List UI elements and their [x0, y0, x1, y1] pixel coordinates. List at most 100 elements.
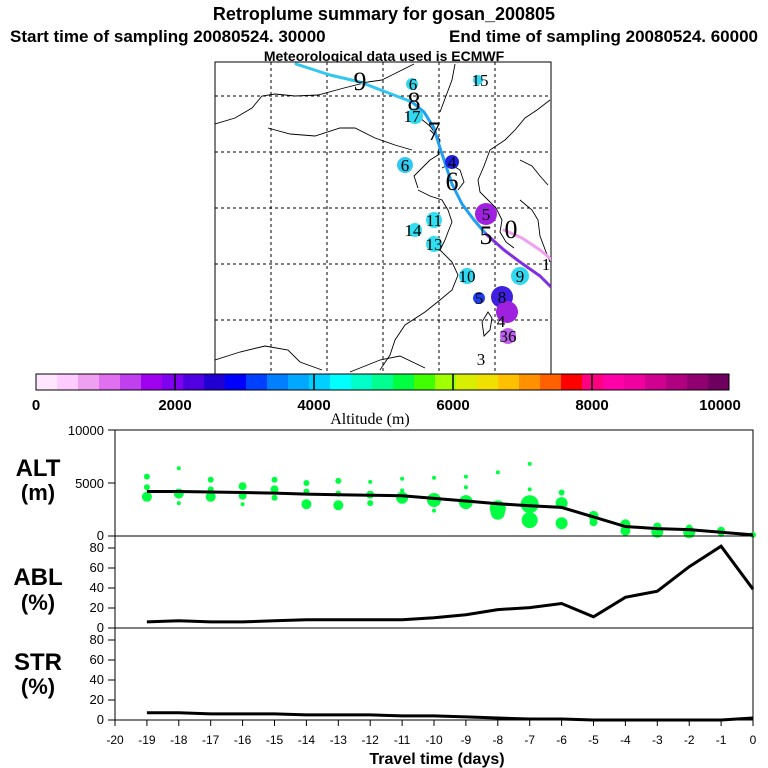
cluster-label: 14: [405, 221, 423, 240]
alt-bubble: [432, 508, 436, 513]
alt-bubble: [463, 485, 468, 490]
map-circle: [511, 267, 529, 285]
x-axis-tick-label: -9: [461, 733, 472, 747]
map-circle: [426, 212, 442, 228]
map-circle: [500, 328, 516, 344]
colorbar-cell: [351, 374, 373, 390]
cluster-label: 5: [475, 289, 484, 308]
alt-bubble: [427, 493, 441, 507]
colorbar-cell: [162, 374, 184, 390]
cluster-label: 10: [459, 267, 476, 286]
x-axis-tick-label: -16: [234, 733, 252, 747]
abl-panel: ABL (%) 0 20 40 60 80: [13, 535, 755, 635]
colorbar-cell: [288, 374, 310, 390]
map-circle: [459, 268, 475, 284]
colorbar-tick-label: 4000: [297, 397, 330, 414]
map-circle: [406, 78, 418, 90]
alt-bubble: [555, 517, 568, 530]
alt-bubble: [143, 473, 150, 480]
alt-bubble: [176, 466, 181, 471]
x-axis-tick-label: -20: [106, 733, 124, 747]
colorbar-cell: [540, 374, 562, 390]
x-axis-label: Travel time (days): [369, 751, 504, 768]
cluster-label: 9: [516, 267, 525, 286]
abl-panel-ylabel: ABL: [13, 564, 62, 591]
map-circle: [407, 108, 423, 124]
map-circle: [426, 236, 442, 252]
colorbar-cell: [183, 374, 205, 390]
str-ytick-label: 80: [90, 632, 104, 647]
colorbar-cell: [225, 374, 247, 390]
alt-bubble: [207, 476, 214, 483]
alt-bubble: [240, 502, 245, 507]
colorbar-cell: [708, 374, 730, 390]
colorbar-cell: [603, 374, 625, 390]
trajectory-day-label: 9: [354, 67, 367, 96]
str-ytick-label: 60: [90, 652, 104, 667]
colorbar-cell: [435, 374, 457, 390]
colorbar-cell: [477, 374, 499, 390]
colorbar-axis-label: Altitude (m): [330, 411, 410, 428]
colorbar-cell: [99, 374, 121, 390]
colorbar-cell: [78, 374, 100, 390]
cluster-label: 36: [500, 327, 517, 346]
travel-time-axis: -20 -19 -18 -17 -16 -15 -14 -13 -12 -11 -10 -9 -8 -7-…: [106, 720, 757, 747]
colorbar-cell: [204, 374, 226, 390]
alt-ytick-label: 10000: [68, 423, 104, 438]
cluster-label: 11: [426, 211, 442, 230]
met-data-label: Meteorological data used is ECMWF: [264, 48, 505, 64]
cluster-label: 5: [482, 205, 491, 224]
map-circle: [445, 155, 459, 169]
x-axis-tick-label: -18: [170, 733, 188, 747]
x-axis-tick-label: -4: [620, 733, 631, 747]
abl-panel-frame: [114, 535, 754, 629]
alt-bubble: [333, 500, 344, 511]
colorbar-cell: [372, 374, 394, 390]
colorbar-cell: [519, 374, 541, 390]
map-coastlines: [215, 63, 551, 373]
figure-title: Retroplume summary for gosan_200805: [213, 4, 555, 24]
x-axis-tick-label: -19: [138, 733, 156, 747]
trajectory-line: [294, 62, 414, 104]
abl-ytick-label: 0: [97, 620, 104, 635]
abl-panel-unit: (%): [21, 590, 55, 615]
alt-bubble: [400, 488, 405, 493]
trajectory-day-label: 7: [428, 117, 441, 146]
x-axis-tick-label: -15: [266, 733, 284, 747]
colorbar-cell: [645, 374, 667, 390]
colorbar-cell: [309, 374, 331, 390]
colorbar-cell: [267, 374, 289, 390]
start-time-label: Start time of sampling 20080524. 30000: [10, 27, 326, 46]
str-panel-unit: (%): [21, 674, 55, 699]
alt-bubble: [521, 512, 538, 529]
alt-bubble: [271, 476, 278, 483]
alt-panel-ylabel: ALT: [16, 455, 61, 482]
map-circle: [473, 292, 485, 304]
str-ytick-label: 0: [97, 712, 104, 727]
alt-bubble: [463, 474, 468, 479]
x-axis-tick-label: -7: [524, 733, 535, 747]
abl-series-line: [146, 544, 755, 624]
colorbar-cell: [246, 374, 268, 390]
alt-bubble: [495, 470, 500, 475]
alt-panel-unit: (m): [21, 480, 55, 505]
trajectory-day-label: 5: [480, 221, 493, 250]
alt-bubble: [271, 494, 278, 501]
str-ytick-label: 40: [90, 672, 104, 687]
cluster-label: 6: [401, 156, 410, 175]
x-axis-tick-label: -3: [652, 733, 663, 747]
trajectory-map: 9 8 7 6 5 0 15 6 17 6 4 5 11 14 13 10 9 …: [214, 61, 552, 375]
alt-bubble: [589, 518, 598, 527]
trajectory-line: [484, 232, 551, 290]
cluster-label: 4: [448, 153, 457, 172]
x-axis-tick-label: -17: [202, 733, 220, 747]
map-circle: [397, 157, 413, 173]
cluster-label: 15: [472, 71, 489, 90]
colorbar-cell: [624, 374, 646, 390]
alt-bubble: [620, 525, 631, 536]
colorbar-cell: [141, 374, 163, 390]
alt-bubble: [143, 484, 150, 491]
str-panel-ylabel: STR: [14, 649, 62, 676]
colorbar-cell: [456, 374, 478, 390]
alt-ytick-label: 0: [97, 528, 104, 543]
